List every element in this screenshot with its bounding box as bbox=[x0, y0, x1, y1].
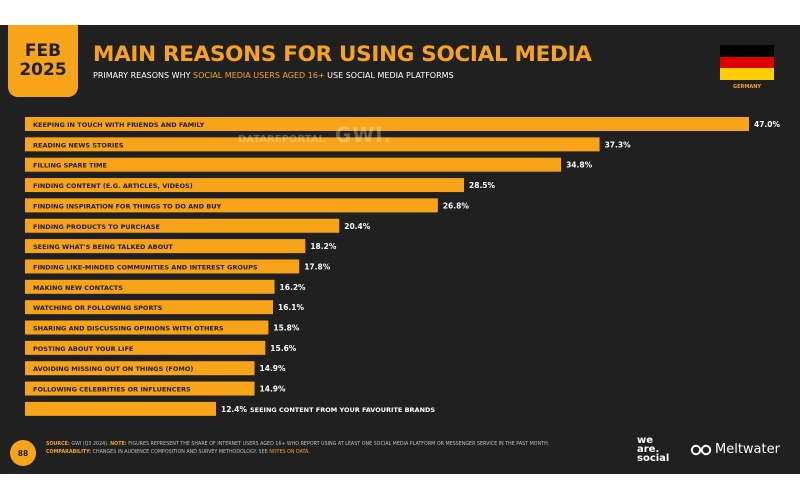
country-label: GERMANY bbox=[732, 84, 762, 90]
badge-month: FEB bbox=[24, 41, 62, 61]
value-label-12: 15.6% bbox=[270, 344, 297, 353]
flag-stripe-red bbox=[720, 56, 774, 69]
note-text: FIGURES REPRESENT THE SHARE OF INTERNET … bbox=[126, 442, 550, 447]
page-subtitle: PRIMARY REASONS WHY SOCIAL MEDIA USERS A… bbox=[93, 71, 454, 80]
value-label-11: 15.8% bbox=[273, 324, 300, 333]
bar-15 bbox=[25, 401, 217, 416]
we-are-social-logo: we are. social bbox=[637, 435, 670, 464]
bar-8 bbox=[25, 259, 300, 274]
note-label: NOTE: bbox=[110, 442, 127, 447]
bar-2 bbox=[25, 137, 600, 152]
flag-stripe-black bbox=[720, 45, 774, 57]
page-title: MAIN REASONS FOR USING SOCIAL MEDIA bbox=[93, 42, 592, 67]
comparability-end: . bbox=[308, 450, 310, 455]
slide: FEB 2025 MAIN REASONS FOR USING SOCIAL M… bbox=[0, 25, 800, 474]
bar-13 bbox=[25, 361, 255, 376]
bar-3 bbox=[25, 157, 562, 172]
source-label: SOURCE: bbox=[46, 442, 70, 447]
value-label-10: 16.1% bbox=[278, 303, 305, 312]
category-label-4: FINDING CONTENT (E.G. ARTICLES, VIDEOS) bbox=[33, 182, 193, 190]
category-label-8: FINDING LIKE-MINDED COMMUNITIES AND INTE… bbox=[33, 263, 258, 271]
value-label-6: 20.4% bbox=[344, 222, 371, 231]
value-label-3: 34.8% bbox=[566, 161, 593, 170]
watermark: DATAREPORTAL GWI. bbox=[238, 123, 392, 147]
value-label-2: 37.3% bbox=[605, 140, 632, 149]
category-label-13: AVOIDING MISSING OUT ON THINGS (FOMO) bbox=[33, 365, 193, 373]
subtitle-before: PRIMARY REASONS WHY bbox=[93, 71, 194, 80]
category-label-1: KEEPING IN TOUCH WITH FRIENDS AND FAMILY bbox=[33, 121, 205, 129]
watermark-gwi: GWI. bbox=[334, 123, 393, 147]
bar-12 bbox=[25, 340, 266, 355]
bar-7 bbox=[25, 239, 306, 254]
category-label-5: FINDING INSPIRATION FOR THINGS TO DO AND… bbox=[33, 202, 221, 210]
value-label-7: 18.2% bbox=[310, 242, 337, 251]
bar-11 bbox=[25, 320, 269, 335]
value-label-4: 28.5% bbox=[469, 181, 496, 190]
category-label-2: READING NEWS STORIES bbox=[33, 141, 124, 149]
watermark-datareportal: DATAREPORTAL bbox=[238, 134, 325, 145]
category-label-11: SHARING AND DISCUSSING OPINIONS WITH OTH… bbox=[33, 325, 224, 333]
value-label-13: 14.9% bbox=[260, 364, 287, 373]
logo-are: are. bbox=[637, 444, 660, 455]
logo-social: social bbox=[637, 453, 670, 464]
category-label-9: MAKING NEW CONTACTS bbox=[33, 284, 123, 292]
value-label-15: 12.4% bbox=[221, 405, 248, 414]
notes-on-data-link[interactable]: NOTES ON DATA bbox=[269, 450, 309, 455]
value-label-8: 17.8% bbox=[304, 262, 331, 271]
comparability-text: CHANGES IN AUDIENCE COMPOSITION AND SURV… bbox=[91, 450, 270, 455]
value-label-1: 47.0% bbox=[754, 120, 781, 129]
bar-9 bbox=[25, 279, 275, 294]
source-text: GWI (Q3 2024). bbox=[69, 442, 111, 447]
bar-5 bbox=[25, 198, 438, 213]
bar-1 bbox=[25, 117, 749, 131]
page-number: 88 bbox=[17, 448, 29, 458]
category-label-7: SEEING WHAT'S BEING TALKED ABOUT bbox=[33, 243, 173, 251]
footer-line-2: COMPARABILITY: CHANGES IN AUDIENCE COMPO… bbox=[46, 449, 636, 457]
category-label-3: FILLING SPARE TIME bbox=[33, 162, 107, 170]
flag-stripe-gold bbox=[720, 68, 774, 80]
bar-chart: 47.0% KEEPING IN TOUCH WITH FRIENDS AND F… bbox=[25, 117, 781, 416]
category-label-14: FOLLOWING CELEBRITIES OR INFLUENCERS bbox=[33, 386, 191, 394]
value-label-14: 14.9% bbox=[260, 385, 287, 394]
footer-notes: SOURCE: GWI (Q3 2024). NOTE: FIGURES REP… bbox=[46, 441, 636, 457]
bar-10 bbox=[25, 300, 274, 315]
category-label-12: POSTING ABOUT YOUR LIFE bbox=[33, 345, 133, 353]
comparability-label: COMPARABILITY: bbox=[46, 450, 92, 455]
meltwater-logo: Meltwater bbox=[690, 442, 780, 457]
footer-line-1: SOURCE: GWI (Q3 2024). NOTE: FIGURES REP… bbox=[46, 441, 636, 449]
subtitle-highlight: SOCIAL MEDIA USERS AGED 16+ bbox=[193, 71, 325, 80]
value-label-9: 16.2% bbox=[280, 283, 307, 292]
category-label-6: FINDING PRODUCTS TO PURCHASE bbox=[33, 223, 160, 231]
badge-year: 2025 bbox=[19, 60, 67, 80]
logo-we: we bbox=[637, 435, 654, 446]
date-badge: FEB 2025 bbox=[8, 25, 78, 97]
bar-14 bbox=[25, 381, 255, 396]
subtitle-after: USE SOCIAL MEDIA PLATFORMS bbox=[324, 71, 454, 80]
meltwater-wordmark: Meltwater bbox=[715, 442, 780, 457]
bar-4 bbox=[25, 178, 465, 193]
category-label-10: WATCHING OR FOLLOWING SPORTS bbox=[33, 304, 163, 312]
meltwater-mark-icon bbox=[690, 444, 712, 455]
category-label-15: SEEING CONTENT FROM YOUR FAVOURITE BRAND… bbox=[250, 406, 435, 414]
germany-flag-icon bbox=[720, 45, 774, 80]
value-label-5: 26.8% bbox=[443, 201, 470, 210]
bar-6 bbox=[25, 218, 340, 233]
page-number-badge: 88 bbox=[10, 440, 36, 466]
